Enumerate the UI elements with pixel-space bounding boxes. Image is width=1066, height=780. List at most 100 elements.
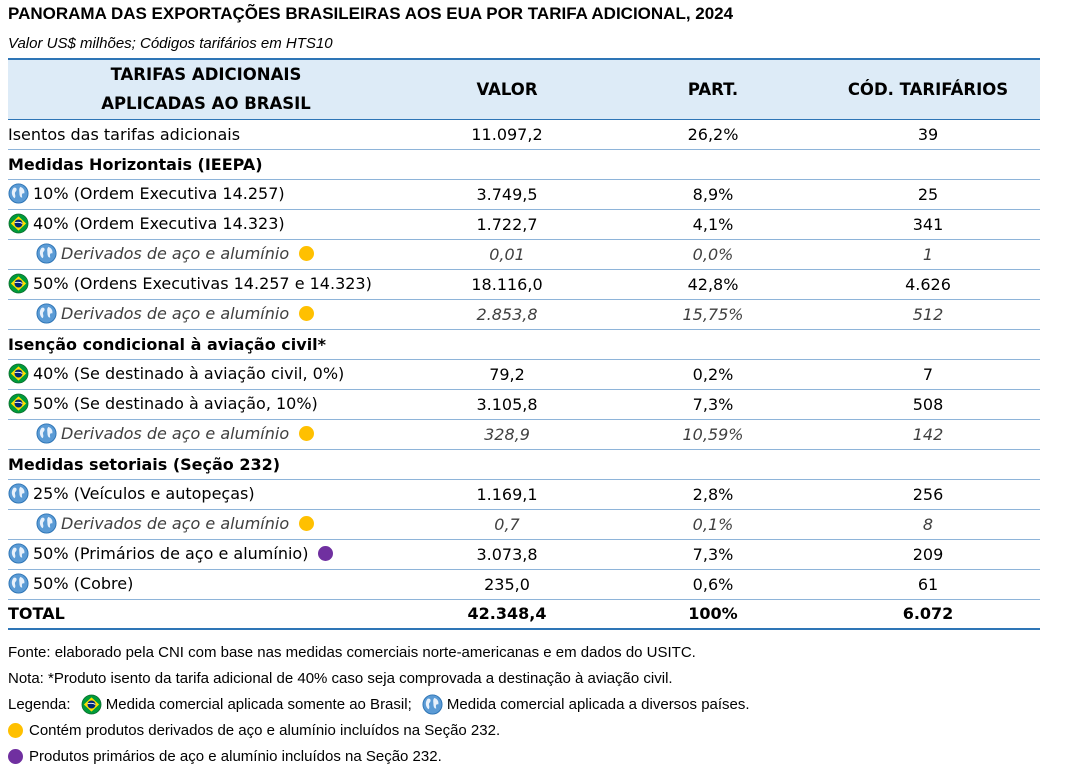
document-subtitle: Valor US$ milhões; Códigos tarifários em… [8, 35, 333, 52]
row-label: 40% (Se destinado à aviação civil, 0%) [33, 363, 345, 383]
purple-dot-icon [318, 545, 334, 561]
row-label: 50% (Cobre) [33, 573, 134, 593]
table-row: Derivados de aço e alumínio 0,7 0,1% 8 [8, 509, 1040, 540]
row-label: Isentos das tarifas adicionais [8, 124, 241, 144]
legend-purple-line: Produtos primários de aço e alumínio inc… [8, 744, 750, 770]
row-label: Derivados de aço e alumínio [61, 513, 290, 533]
row-valor: 11.097,2 [404, 119, 610, 150]
row-label: 25% (Veículos e autopeças) [33, 483, 255, 503]
table-row: 50% (Primários de aço e alumínio) 3.073,8… [8, 539, 1040, 570]
globe-icon [36, 302, 57, 324]
globe-icon [8, 482, 29, 504]
row-valor: 18.116,0 [404, 269, 610, 300]
row-cod: 512 [816, 299, 1040, 330]
row-part: 0,2% [610, 359, 816, 390]
row-label: Derivados de aço e alumínio [61, 303, 290, 323]
table-row: 50% (Se destinado à aviação, 10%) 3.105,8… [8, 389, 1040, 420]
section-row: Medidas Horizontais (IEEPA) [8, 149, 1040, 180]
row-label: Derivados de aço e alumínio [61, 243, 290, 263]
row-label-cell: Isentos das tarifas adicionais [8, 119, 404, 150]
row-label: Medidas Horizontais (IEEPA) [8, 154, 263, 174]
row-part: 15,75% [610, 299, 816, 330]
globe-icon [8, 572, 29, 594]
table-header-row: TARIFAS ADICIONAIS APLICADAS AO BRASIL V… [8, 59, 1040, 119]
total-part: 100% [610, 598, 816, 630]
row-part [610, 149, 816, 180]
row-valor [404, 449, 610, 480]
legend-label: Legenda: [8, 696, 71, 713]
header-tarifas: TARIFAS ADICIONAIS APLICADAS AO BRASIL [101, 65, 311, 114]
row-label-cell: 40% (Se destinado à aviação civil, 0%) [8, 359, 404, 390]
table-row: Derivados de aço e alumínio 0,01 0,0% 1 [8, 239, 1040, 270]
row-part: 0,6% [610, 569, 816, 600]
table-row: 50% (Cobre) 235,0 0,6% 61 [8, 569, 1040, 600]
row-cod: 341 [816, 209, 1040, 240]
brazil-flag-icon [8, 213, 29, 234]
row-valor: 0,01 [404, 239, 610, 270]
row-cod: 209 [816, 539, 1040, 570]
row-cod: 39 [816, 119, 1040, 150]
yellow-dot-icon [299, 305, 315, 321]
yellow-dot-icon [299, 245, 315, 261]
row-cod: 256 [816, 479, 1040, 510]
globe-icon [36, 422, 57, 444]
row-valor: 1.169,1 [404, 479, 610, 510]
row-valor: 3.105,8 [404, 389, 610, 420]
row-cod: 142 [816, 419, 1040, 450]
row-label-cell: 10% (Ordem Executiva 14.257) [8, 179, 404, 210]
row-cod: 61 [816, 569, 1040, 600]
row-label-cell: 50% (Cobre) [8, 569, 404, 600]
brazil-flag-icon [8, 363, 29, 384]
tariff-table: TARIFAS ADICIONAIS APLICADAS AO BRASIL V… [8, 58, 1040, 630]
row-label-cell: Derivados de aço e alumínio [8, 509, 404, 540]
row-label: Isenção condicional à aviação civil* [8, 334, 327, 354]
table-row: 40% (Se destinado à aviação civil, 0%) 79… [8, 359, 1040, 390]
header-cod-tarifarios: CÓD. TARIFÁRIOS [847, 79, 1009, 99]
globe-icon [36, 512, 57, 534]
header-valor: VALOR [476, 79, 538, 99]
row-valor: 2.853,8 [404, 299, 610, 330]
total-valor: 42.348,4 [404, 598, 610, 630]
row-cod [816, 449, 1040, 480]
row-label-cell: Derivados de aço e alumínio [8, 239, 404, 270]
row-cod [816, 329, 1040, 360]
footnotes: Fonte: elaborado pela CNI com base nas m… [8, 640, 750, 770]
row-label-cell: Derivados de aço e alumínio [8, 419, 404, 450]
row-label: 40% (Ordem Executiva 14.323) [33, 213, 285, 233]
legend-paises-text: Medida comercial aplicada a diversos paí… [446, 696, 750, 713]
row-cod: 8 [816, 509, 1040, 540]
row-label: Medidas setoriais (Seção 232) [8, 454, 281, 474]
header-part: PART. [687, 79, 739, 99]
brazil-flag-icon [81, 694, 102, 715]
total-label: TOTAL [8, 598, 404, 630]
row-valor: 328,9 [404, 419, 610, 450]
row-label-cell: Medidas Horizontais (IEEPA) [8, 149, 404, 180]
row-part: 4,1% [610, 209, 816, 240]
yellow-dot-icon [299, 425, 315, 441]
row-label-cell: Derivados de aço e alumínio [8, 299, 404, 330]
row-cod [816, 149, 1040, 180]
legend-purple-text: Produtos primários de aço e alumínio inc… [29, 748, 442, 765]
section-row: Isenção condicional à aviação civil* [8, 329, 1040, 360]
total-cod: 6.072 [816, 598, 1040, 630]
row-label: 50% (Ordens Executivas 14.257 e 14.323) [33, 273, 372, 293]
row-part: 0,0% [610, 239, 816, 270]
row-valor: 3.749,5 [404, 179, 610, 210]
row-cod: 7 [816, 359, 1040, 390]
row-label-cell: Medidas setoriais (Seção 232) [8, 449, 404, 480]
table-row: Derivados de aço e alumínio 2.853,8 15,75%… [8, 299, 1040, 330]
row-valor [404, 149, 610, 180]
row-cod: 508 [816, 389, 1040, 420]
row-label-cell: 50% (Ordens Executivas 14.257 e 14.323) [8, 269, 404, 300]
row-cod: 25 [816, 179, 1040, 210]
row-cod: 4.626 [816, 269, 1040, 300]
brazil-flag-icon [8, 393, 29, 414]
row-label-cell: 25% (Veículos e autopeças) [8, 479, 404, 510]
row-part: 42,8% [610, 269, 816, 300]
row-part: 2,8% [610, 479, 816, 510]
row-label-cell: 50% (Primários de aço e alumínio) [8, 539, 404, 570]
row-part: 7,3% [610, 539, 816, 570]
row-part: 0,1% [610, 509, 816, 540]
table-row: 50% (Ordens Executivas 14.257 e 14.323) 1… [8, 269, 1040, 300]
purple-dot-icon [8, 748, 23, 764]
